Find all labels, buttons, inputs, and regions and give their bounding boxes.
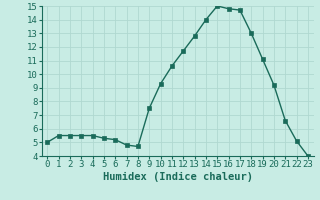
X-axis label: Humidex (Indice chaleur): Humidex (Indice chaleur) <box>103 172 252 182</box>
